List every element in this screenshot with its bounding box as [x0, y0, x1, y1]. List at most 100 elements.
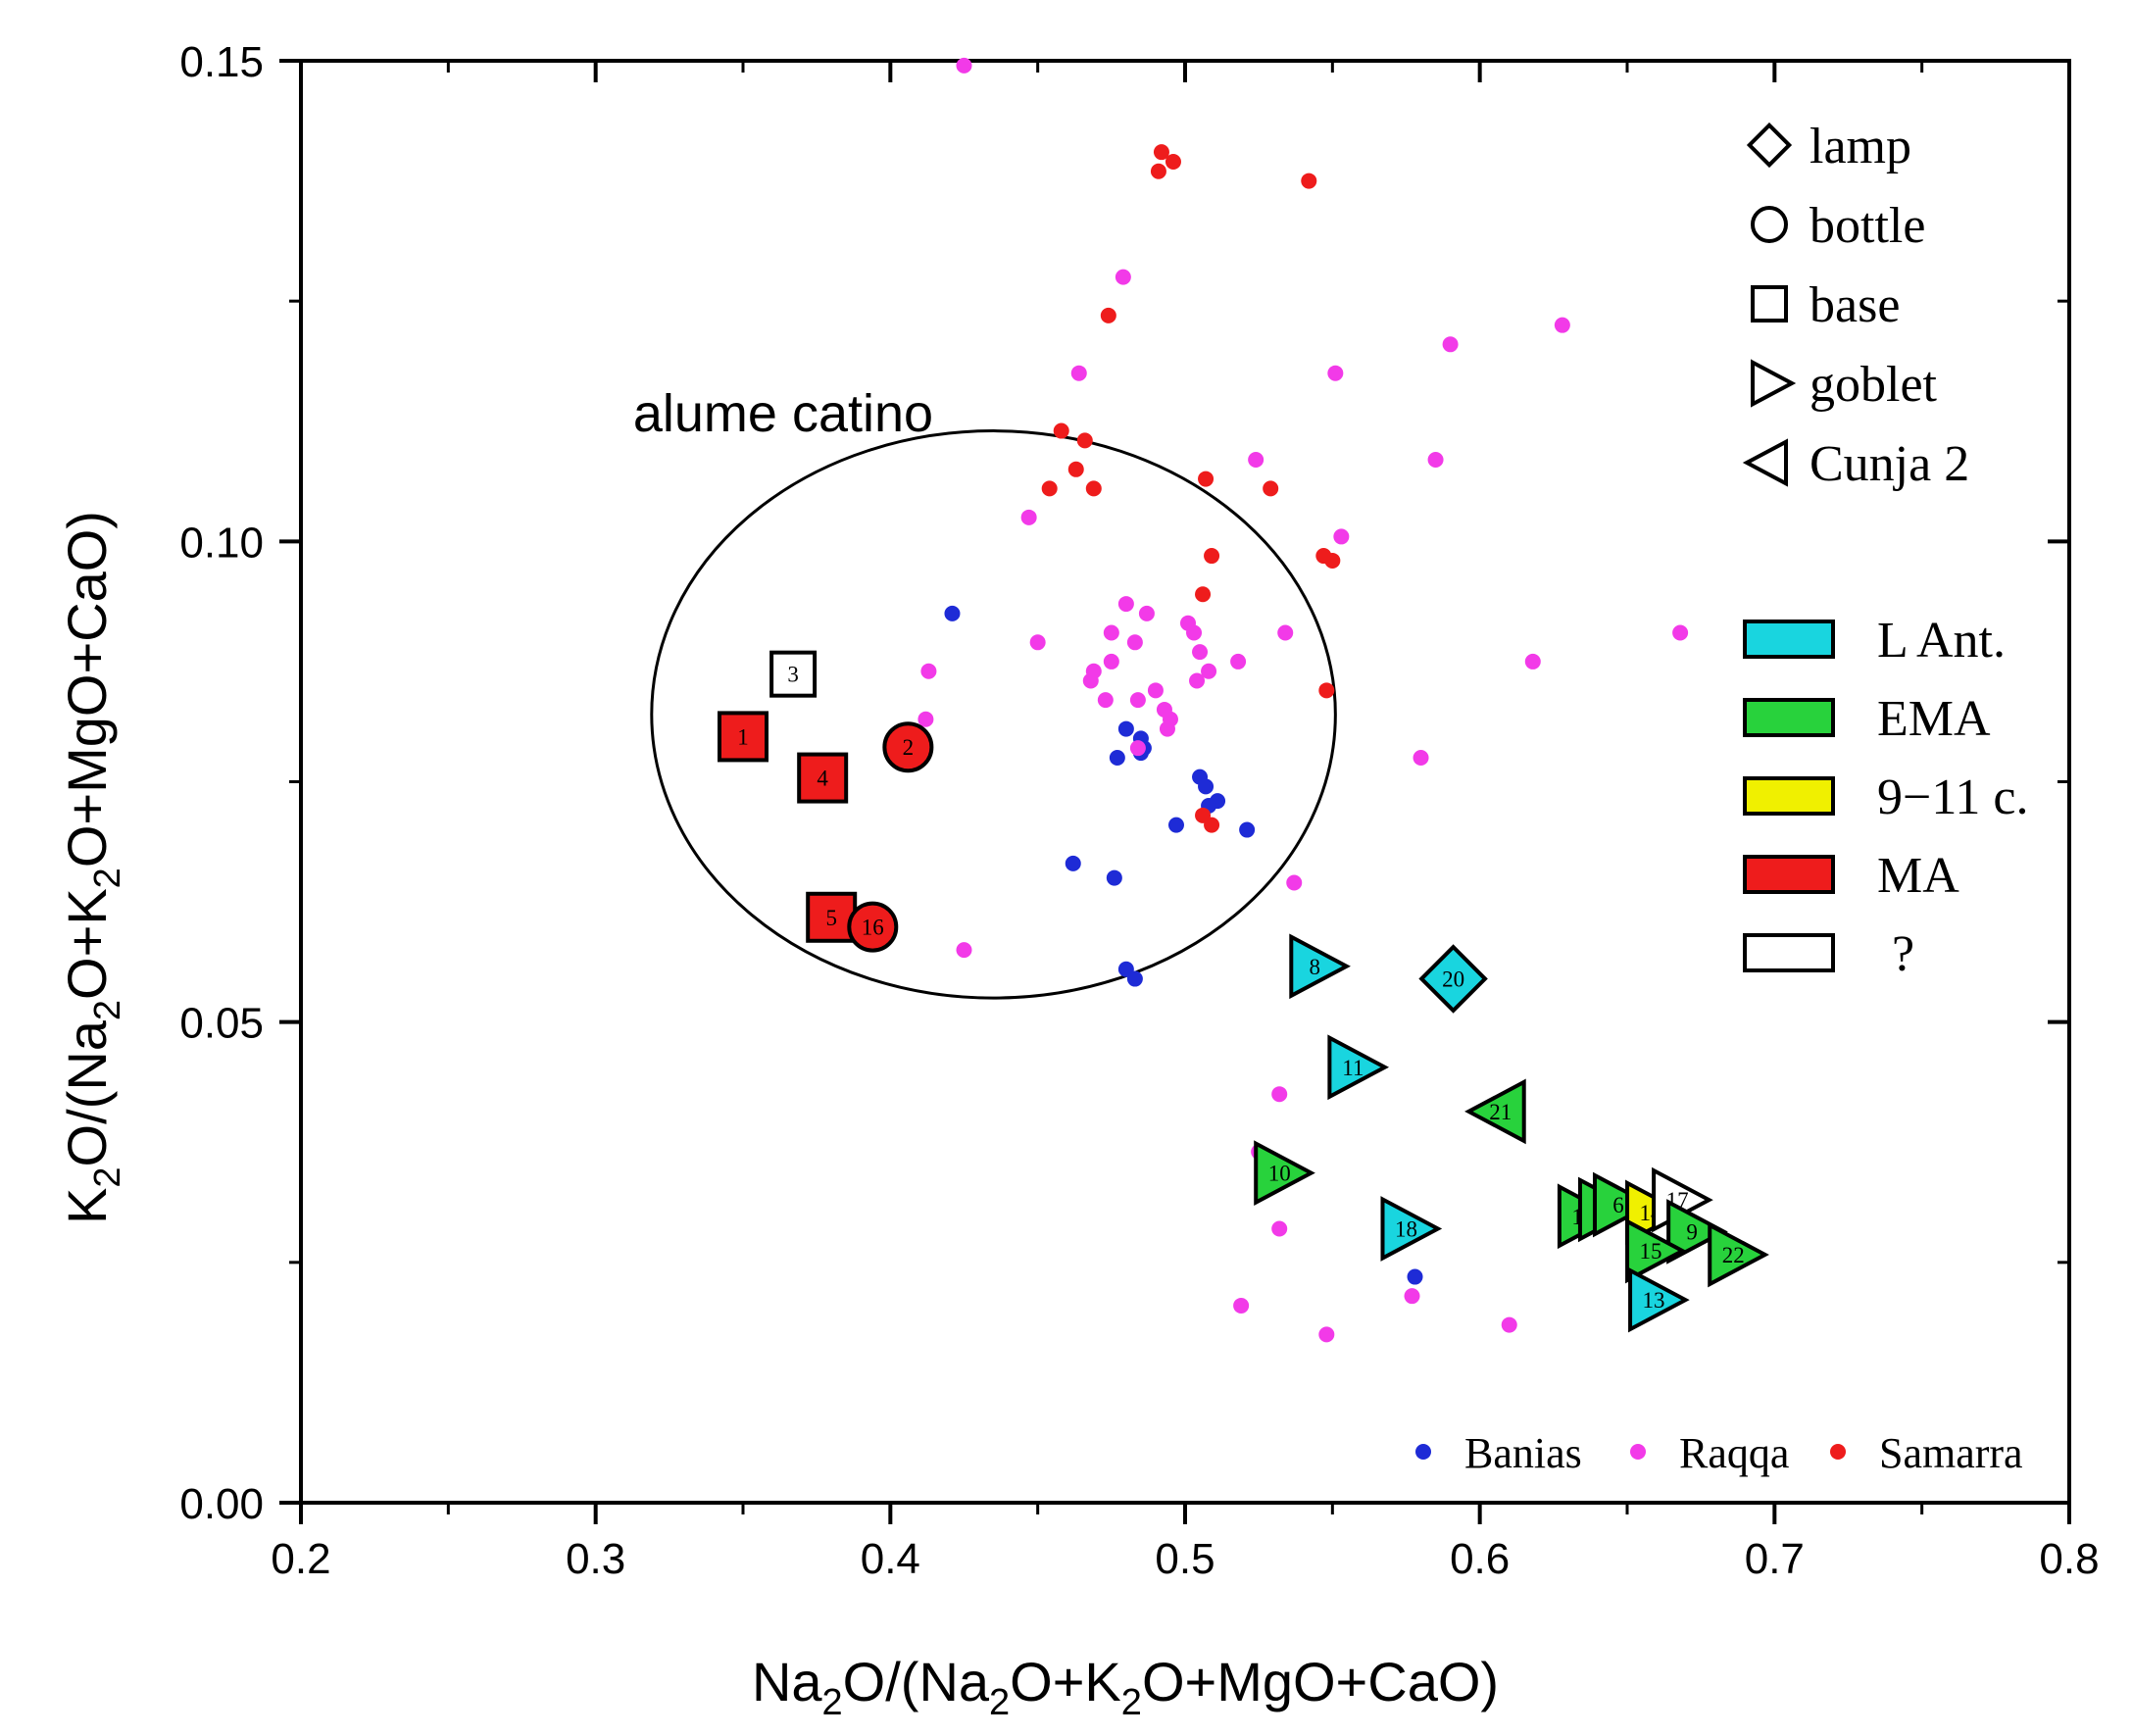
sample-11: 11	[1327, 1034, 1390, 1101]
sample-label: 22	[1722, 1243, 1745, 1267]
samarra-point	[1263, 480, 1279, 497]
sample-label: 6	[1612, 1193, 1624, 1217]
sample-label: 5	[825, 906, 837, 930]
raqqa-point	[1115, 269, 1131, 285]
legend-period-swatch	[1743, 776, 1835, 816]
raqqa-point	[1070, 365, 1087, 381]
samarra-point	[1195, 586, 1212, 603]
legend-layer: lamp bottle base goblet Cunja 2 L Ant. EMA 9−11…	[1415, 119, 2028, 1477]
sample-label: 21	[1489, 1100, 1512, 1124]
legend-shape-label: goblet	[1810, 357, 1938, 413]
sample-marker	[1327, 1034, 1390, 1101]
raqqa-point	[1404, 1288, 1420, 1305]
alume-catino-ellipse	[650, 429, 1337, 1000]
sample-label: 11	[1342, 1056, 1363, 1080]
raqqa-point	[1097, 692, 1114, 709]
samarra-point	[1053, 422, 1069, 439]
raqqa-point	[1201, 663, 1217, 679]
raqqa-point	[1230, 653, 1247, 670]
sample-label: 9	[1686, 1219, 1698, 1244]
raqqa-point	[1103, 624, 1119, 641]
banias-point	[1198, 778, 1215, 795]
sample-marker	[769, 650, 818, 698]
y-tick-label: 0.00	[179, 1480, 264, 1528]
banias-point	[1239, 821, 1256, 838]
sample-marker	[882, 721, 934, 773]
raqqa-point	[1501, 1316, 1517, 1333]
legend-period-label: MA	[1877, 848, 1959, 904]
raqqa-point	[1413, 749, 1429, 766]
raqqa-point	[917, 711, 934, 727]
legend-shape-label: Cunja 2	[1810, 436, 1969, 492]
legend-ref-dot	[1830, 1444, 1846, 1460]
raqqa-point	[1186, 624, 1203, 641]
banias-point	[1117, 720, 1134, 737]
raqqa-point	[1333, 528, 1350, 545]
legend-period-swatch	[1743, 855, 1835, 894]
x-tick-label: 0.6	[1450, 1535, 1510, 1583]
legend-period-swatch	[1743, 698, 1835, 737]
legend-shape-diamond	[1746, 122, 1793, 169]
sample-16: 16	[847, 901, 899, 953]
sample-5: 5	[806, 891, 858, 943]
sample-marker	[1380, 1196, 1443, 1262]
banias-point	[1126, 970, 1143, 987]
sample-1: 1	[718, 711, 769, 763]
legend-ref-dot	[1630, 1444, 1646, 1460]
sample-9: 9	[1666, 1199, 1728, 1265]
legend-shape-triangle-right	[1751, 359, 1797, 408]
sample-label: 2	[903, 735, 915, 760]
legend-shape-square	[1751, 285, 1788, 322]
raqqa-point	[1129, 692, 1146, 709]
raqqa-point	[1020, 509, 1037, 525]
raqqa-point	[920, 663, 937, 679]
raqqa-point	[1103, 653, 1119, 670]
sample-label: 20	[1442, 967, 1464, 992]
sample-3: 3	[769, 650, 818, 698]
raqqa-point	[1286, 874, 1303, 891]
samarra-point	[1301, 173, 1317, 189]
banias-point	[1109, 749, 1125, 766]
sample-4: 4	[797, 752, 849, 804]
sample-label: 16	[862, 916, 884, 940]
samarra-point	[1324, 552, 1341, 569]
raqqa-point	[1277, 624, 1294, 641]
sample-22: 22	[1708, 1221, 1769, 1288]
x-axis-title: Na2O/(Na2O+K2O+MgO+CaO)	[752, 1651, 1499, 1723]
raqqa-point	[1327, 365, 1344, 381]
sample-label: 15	[1640, 1239, 1662, 1264]
alume-catino-label: alume catino	[633, 384, 933, 443]
sample-marker	[1254, 1140, 1315, 1206]
x-tick-label: 0.7	[1745, 1535, 1805, 1583]
sample-marker	[1592, 1171, 1655, 1238]
samarra-point	[1204, 548, 1220, 565]
sample-label: 4	[817, 767, 828, 791]
sample-label: 1	[737, 724, 749, 749]
samarra-point	[1041, 480, 1058, 497]
raqqa-point	[1126, 634, 1143, 651]
banias-point	[1065, 855, 1081, 871]
samarra-point	[1204, 817, 1220, 833]
sample-marker	[718, 711, 769, 763]
legend-shape-triangle-left	[1742, 438, 1788, 487]
raqqa-point	[1318, 1326, 1335, 1343]
sample-marker	[1289, 933, 1351, 1000]
y-tick-label: 0.15	[179, 38, 264, 86]
raqqa-point	[1159, 720, 1175, 737]
raqqa-point	[1082, 672, 1099, 689]
y-axis-title: K2O/(Na2O+K2O+MgO+CaO)	[56, 511, 128, 1224]
raqqa-point	[956, 57, 972, 74]
sample-6: 6	[1592, 1171, 1655, 1238]
raqqa-point	[1138, 605, 1155, 621]
samarra-point	[1150, 163, 1166, 179]
x-tick-label: 0.8	[2039, 1535, 2099, 1583]
sample-marker	[797, 752, 849, 804]
y-tick-label: 0.05	[179, 1000, 264, 1048]
legend-period-label: 9−11 c.	[1877, 769, 2028, 825]
sample-label: 10	[1268, 1162, 1291, 1186]
sample-10: 10	[1254, 1140, 1315, 1206]
raqqa-point	[1029, 634, 1046, 651]
sample-marker	[1464, 1078, 1526, 1145]
raqqa-point	[1442, 336, 1459, 353]
legend-ref-label: Raqqa	[1679, 1429, 1789, 1477]
